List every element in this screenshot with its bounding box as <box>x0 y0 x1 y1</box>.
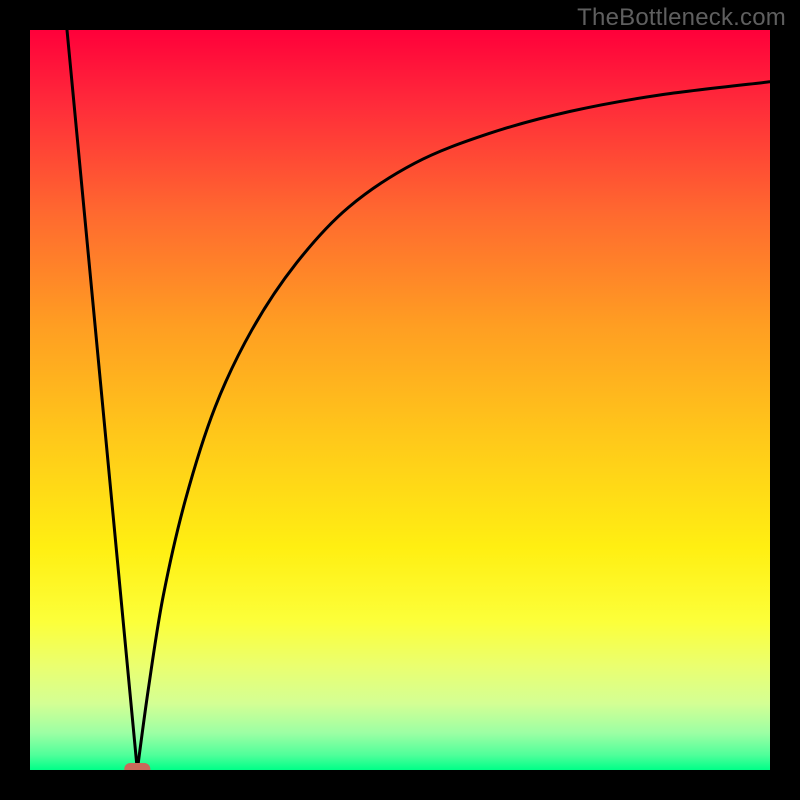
curve-left-leg <box>67 30 137 770</box>
chart-container: TheBottleneck.com <box>0 0 800 800</box>
curve-layer <box>30 30 770 770</box>
curve-right-leg <box>137 82 770 770</box>
trough-marker <box>124 763 150 770</box>
plot-area <box>30 30 770 770</box>
watermark-text: TheBottleneck.com <box>577 4 786 32</box>
